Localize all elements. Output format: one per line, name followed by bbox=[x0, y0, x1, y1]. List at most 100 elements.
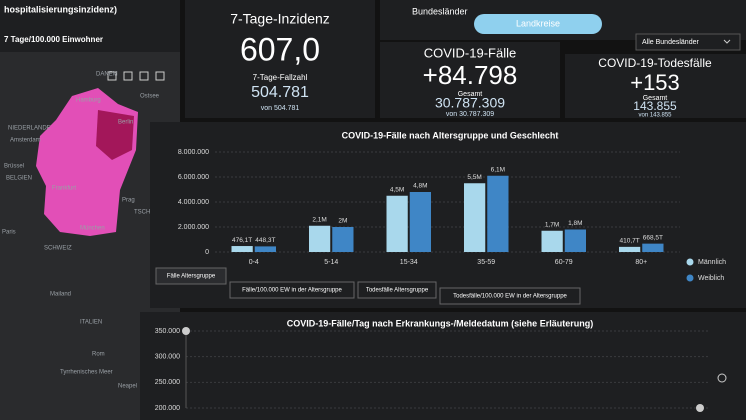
map-label: NIEDERLANDE bbox=[8, 126, 51, 132]
map-toolbar bbox=[107, 71, 165, 81]
bar-value-label: 1,8M bbox=[568, 220, 582, 227]
chart-tab[interactable] bbox=[439, 287, 581, 305]
map-label: Ostsee bbox=[140, 94, 160, 100]
bar-chart: 0 2.000.000 4.000.000 6.000.000 8.000.000 0-4… bbox=[178, 149, 726, 282]
map-label: Tyrrhenisches Meer bbox=[60, 370, 113, 376]
y-tick-label: 0 bbox=[205, 249, 209, 256]
bar bbox=[254, 246, 276, 252]
map-label: Neapel bbox=[118, 384, 137, 390]
map-subtitle: 7 Tage/100.000 Einwohner bbox=[4, 35, 103, 44]
bar bbox=[386, 195, 408, 252]
y-tick-label: 8.000.000 bbox=[178, 149, 209, 156]
chart-tab[interactable]: Todesfälle/100.000 EW in der Altersgrupp… bbox=[453, 294, 567, 300]
bar bbox=[642, 243, 664, 252]
map-label: Brüssel bbox=[4, 164, 24, 170]
map-header: hospitalisierungsinzidenz) bbox=[4, 4, 117, 14]
bar bbox=[541, 230, 563, 252]
chart-tab[interactable] bbox=[357, 281, 437, 299]
x-tick-label: 35-59 bbox=[477, 259, 495, 266]
range-slider-handle[interactable] bbox=[182, 327, 190, 335]
card-title: COVID-19-Fälle bbox=[424, 45, 516, 60]
legend-swatch bbox=[686, 274, 694, 282]
y-tick-label: 4.000.000 bbox=[178, 199, 209, 206]
dropdown-arrow[interactable] bbox=[723, 39, 731, 44]
tab-active[interactable] bbox=[474, 14, 602, 34]
map-label: Frankfurt bbox=[52, 186, 76, 192]
card-value: +153 bbox=[630, 70, 680, 95]
bar bbox=[464, 183, 486, 252]
list-icon[interactable] bbox=[139, 71, 149, 81]
legend-label: Weiblich bbox=[698, 275, 724, 282]
card-sub-value: 504.781 bbox=[251, 84, 309, 101]
legend-swatch bbox=[686, 258, 694, 266]
card-value: 607,0 bbox=[240, 31, 320, 67]
search-icon[interactable] bbox=[107, 71, 117, 81]
map-label: SCHWEIZ bbox=[44, 246, 72, 252]
bookmark-icon[interactable] bbox=[123, 71, 133, 81]
card-sub-value: 143.855 bbox=[633, 99, 677, 113]
bar-value-label: 1,7M bbox=[545, 221, 559, 228]
y-tick-label: 250.000 bbox=[155, 379, 180, 386]
move-icon[interactable] bbox=[717, 373, 727, 383]
tab[interactable]: Bundesländer bbox=[412, 6, 468, 16]
y-tick-label: 2.000.000 bbox=[178, 224, 209, 231]
map-label: Amsterdam bbox=[10, 138, 41, 144]
card-note: von 504.781 bbox=[261, 105, 300, 112]
layers-icon[interactable] bbox=[155, 71, 165, 81]
card bbox=[185, 0, 375, 118]
dropdown-label[interactable]: Alle Bundesländer bbox=[642, 39, 699, 46]
x-tick-label: 80+ bbox=[635, 259, 647, 266]
bar-value-label: 5,5M bbox=[467, 174, 481, 181]
bar bbox=[409, 192, 431, 252]
map-label: Rom bbox=[92, 352, 105, 358]
bar-value-label: 410,7T bbox=[620, 238, 640, 245]
map-label: TSCHECH bbox=[134, 210, 163, 216]
card-sub-label: 7-Tage-Fallzahl bbox=[253, 73, 308, 82]
bar bbox=[619, 246, 641, 252]
x-tick-label: 15-34 bbox=[400, 259, 418, 266]
y-tick-label: 300.000 bbox=[155, 354, 180, 361]
card-sub-value: 30.787.309 bbox=[435, 95, 505, 111]
card-note: von 30.787.309 bbox=[446, 111, 494, 118]
map-label: Mailand bbox=[50, 292, 71, 298]
bar-value-label: 2,1M bbox=[312, 216, 326, 223]
tab[interactable]: Landkreise bbox=[516, 18, 560, 28]
y-tick-label: 200.000 bbox=[155, 405, 180, 412]
chart-tab[interactable]: Todesfälle Altersgruppe bbox=[366, 288, 429, 294]
chart-tab[interactable] bbox=[229, 281, 355, 299]
map-label: München bbox=[80, 226, 105, 232]
bar-value-label: 4,8M bbox=[413, 183, 427, 190]
legend-label: Männlich bbox=[698, 259, 726, 266]
chart-tab-active[interactable] bbox=[155, 267, 227, 285]
bar bbox=[487, 175, 509, 252]
x-tick-label: 60-79 bbox=[555, 259, 573, 266]
bar bbox=[309, 225, 331, 252]
map-label: BELGIEN bbox=[6, 176, 32, 182]
card-value: +84.798 bbox=[423, 60, 518, 90]
map-label: Hamburg bbox=[76, 98, 101, 104]
card bbox=[565, 54, 746, 118]
card-title: 7-Tage-Inzidenz bbox=[230, 11, 330, 27]
range-slider-handle[interactable] bbox=[696, 404, 704, 412]
x-tick-label: 0-4 bbox=[249, 259, 259, 266]
bar-value-label: 448,3T bbox=[255, 237, 275, 244]
bar-value-label: 6,1M bbox=[491, 166, 505, 173]
bar-value-label: 4,5M bbox=[390, 186, 404, 193]
card bbox=[380, 42, 560, 118]
chart-tab[interactable]: Fälle/100.000 EW in der Altersgruppe bbox=[242, 288, 342, 294]
map-label: Prag bbox=[122, 198, 135, 204]
chart-tabs: Fälle Altersgruppe Fälle/100.000 EW in d… bbox=[155, 267, 581, 305]
dropdown[interactable] bbox=[635, 33, 741, 51]
y-tick-label: 6.000.000 bbox=[178, 174, 209, 181]
chart-panel bbox=[150, 122, 746, 308]
map-label: ITALIEN bbox=[80, 320, 102, 326]
bar bbox=[564, 229, 586, 252]
card-sub-label: Gesamt bbox=[643, 95, 668, 102]
bar-value-label: 668,5T bbox=[643, 234, 663, 241]
card-title: COVID-19-Todesfälle bbox=[598, 56, 712, 70]
bar bbox=[231, 246, 253, 252]
y-tick-label: 350.000 bbox=[155, 328, 180, 335]
chart-tab[interactable]: Fälle Altersgruppe bbox=[167, 274, 216, 280]
map-label: DANEM bbox=[96, 72, 118, 78]
